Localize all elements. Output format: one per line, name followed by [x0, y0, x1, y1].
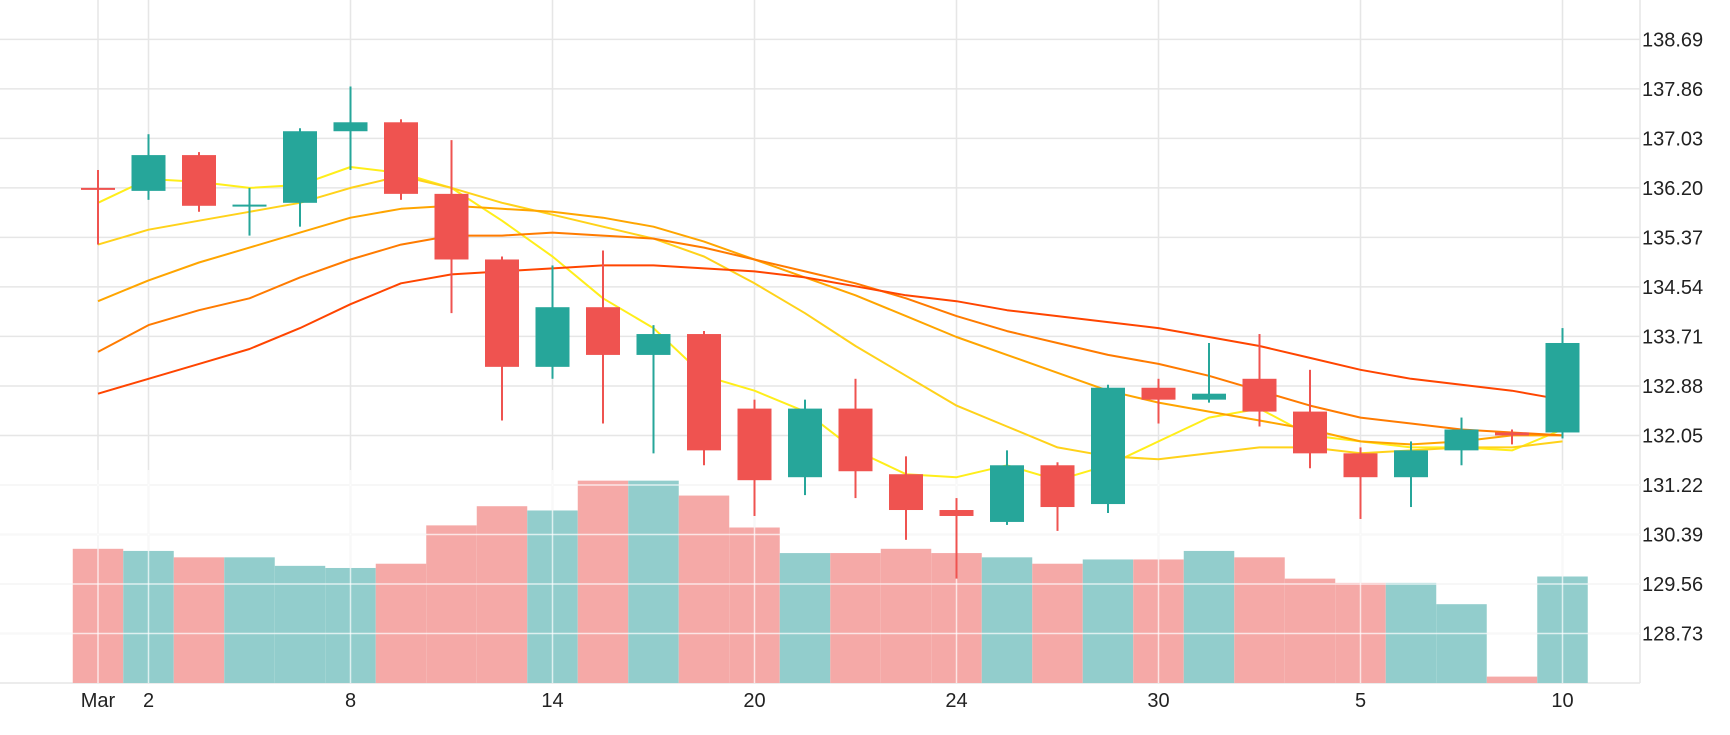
volume-bars [0, 470, 1640, 683]
volume-bar [375, 563, 427, 683]
volume-bar [476, 506, 528, 683]
candle-body [1343, 453, 1378, 478]
y-tick-label: 138.69 [1642, 29, 1703, 51]
candle-body [1192, 393, 1226, 400]
candle-body [1141, 387, 1176, 400]
moving-average-line [97, 231, 1563, 437]
moving-average-line [97, 166, 1563, 482]
x-axis: Mar 2 8 14 20 24 30 5 10 [81, 690, 1574, 712]
x-tick-label: 5 [1355, 690, 1366, 712]
candle-body [1293, 411, 1327, 454]
y-tick-label: 129.56 [1642, 574, 1703, 596]
volume-bar [678, 495, 730, 683]
candle-body [232, 204, 267, 207]
volume-bar [1284, 578, 1336, 683]
y-tick-label: 134.54 [1642, 277, 1703, 299]
y-tick-label: 131.22 [1642, 475, 1703, 497]
candle-body [81, 187, 115, 190]
moving-average-line [97, 175, 1563, 461]
y-tick-label: 132.05 [1642, 425, 1703, 447]
candle-body [838, 408, 873, 472]
volume-bar [1436, 604, 1487, 683]
candle-body [485, 259, 519, 367]
candle-body [687, 334, 721, 451]
candle-body [737, 408, 772, 481]
candle-body [535, 307, 570, 367]
candle-body [1040, 465, 1075, 508]
volume-bar [779, 553, 831, 683]
y-tick-label: 132.88 [1642, 376, 1703, 398]
candle-body [384, 122, 418, 194]
volume-bar [1486, 676, 1538, 683]
y-tick-label: 137.86 [1642, 79, 1703, 101]
candle-body [990, 465, 1024, 522]
candle-body [586, 307, 620, 355]
candle-body [1495, 432, 1529, 436]
volume-bar [426, 525, 477, 683]
moving-average-lines [97, 166, 1563, 482]
volume-bar [224, 557, 275, 683]
x-tick-label: 8 [345, 690, 356, 712]
candlesticks [81, 86, 1580, 579]
x-tick-label: 24 [945, 690, 967, 712]
y-tick-label: 133.71 [1642, 326, 1703, 348]
volume-bar [830, 553, 881, 683]
candle-body [889, 474, 923, 511]
candle-body [636, 334, 671, 355]
candle-body [1545, 342, 1580, 433]
volume-bar [173, 557, 225, 683]
volume-bar [1032, 563, 1083, 683]
volume-bar [274, 565, 326, 683]
y-tick-label: 130.39 [1642, 524, 1703, 546]
volume-bar [981, 557, 1033, 683]
x-tick-label: 20 [743, 690, 765, 712]
volume-bar [577, 480, 629, 683]
moving-average-line [97, 264, 1563, 401]
volume-bar [880, 548, 932, 683]
volume-bar [1082, 559, 1134, 683]
candle-body [182, 155, 216, 206]
candle-body [1444, 429, 1479, 451]
x-tick-label: 10 [1551, 690, 1573, 712]
x-tick-label: 2 [143, 690, 154, 712]
y-tick-label: 128.73 [1642, 623, 1703, 645]
candle-body [788, 408, 822, 478]
volume-bar [628, 480, 679, 683]
candle-body [1091, 387, 1125, 505]
y-tick-label: 136.20 [1642, 178, 1703, 200]
candle-body [333, 122, 368, 132]
candle-body [1242, 378, 1277, 412]
volume-bar [1234, 557, 1285, 683]
y-tick-label: 135.37 [1642, 227, 1703, 249]
candle-body [131, 155, 166, 191]
y-axis: 138.69 137.86 137.03 136.20 135.37 134.54 133.… [1642, 29, 1703, 645]
candle-body [939, 510, 974, 516]
candle-body [1394, 450, 1428, 478]
x-tick-label: 30 [1147, 690, 1169, 712]
y-tick-label: 137.03 [1642, 128, 1703, 150]
candle-body [283, 131, 317, 203]
x-tick-label: 14 [541, 690, 563, 712]
moving-average-line [97, 204, 1563, 446]
volume-bar [1183, 550, 1235, 683]
candle-body [434, 193, 469, 260]
x-tick-label: Mar [81, 690, 116, 712]
